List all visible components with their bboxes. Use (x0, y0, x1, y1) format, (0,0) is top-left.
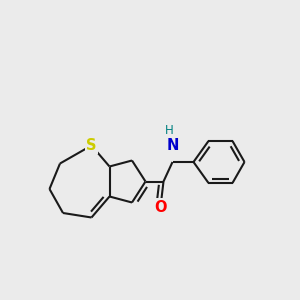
Text: S: S (86, 138, 97, 153)
Text: N: N (166, 138, 179, 153)
Text: H: H (165, 124, 174, 137)
Text: O: O (154, 200, 167, 214)
